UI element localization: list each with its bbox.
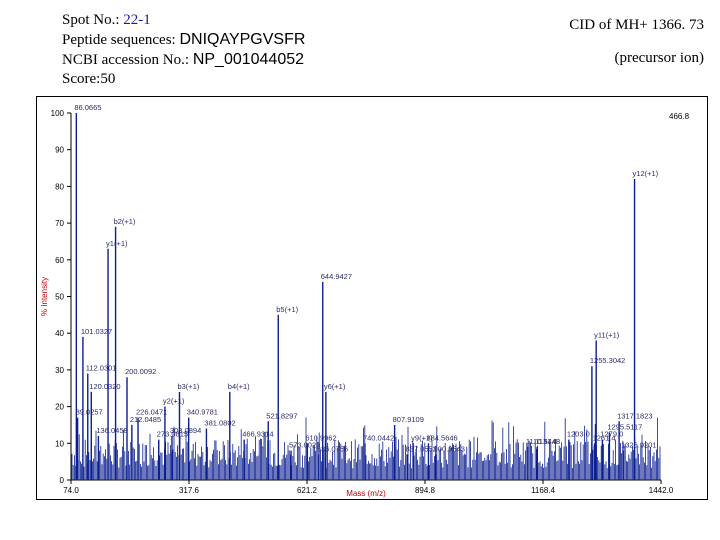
x-tick-label: 894.8 xyxy=(415,486,436,495)
ncbi-line: NCBI accession No.: NP_001044052 xyxy=(62,50,305,70)
peak-label: 340.9781 xyxy=(187,408,218,417)
x-tick-label: 1442.0 xyxy=(649,486,674,495)
y-tick-label: 40 xyxy=(55,329,64,338)
ncbi-value: NP_001044052 xyxy=(192,51,305,68)
header-info: Spot No.: 22-1 Peptide sequences: DNIQAY… xyxy=(62,11,305,89)
y-tick-label: 20 xyxy=(55,403,64,412)
spot-label: Spot No.: xyxy=(62,12,120,28)
peak-label: y1(+1) xyxy=(106,239,128,248)
y-tick-label: 100 xyxy=(51,109,65,118)
peak-label: b4(+1) xyxy=(228,382,250,391)
peak-label: 1279.0 xyxy=(600,430,623,439)
peak-label: 610.9962 xyxy=(305,433,336,442)
spot-value: 22-1 xyxy=(123,12,151,28)
y-tick-label: 70 xyxy=(55,219,64,228)
peak-label: 381.0802 xyxy=(204,419,235,428)
peak-label: 212.0485 xyxy=(130,415,161,424)
score-line: Score:50 xyxy=(62,71,116,87)
noise-baseline xyxy=(71,417,661,480)
peak-label: 89.0257 xyxy=(76,408,103,417)
peptide-value: DNIQAYPGVSFR xyxy=(179,31,306,48)
peak-label: 1326.9201 xyxy=(621,441,656,450)
y-tick-label: 30 xyxy=(55,366,64,375)
peak-label: 636.0756 xyxy=(317,444,348,453)
y-tick-label: 10 xyxy=(55,439,64,448)
y-tick-label: 0 xyxy=(60,476,65,485)
peak-label: y12(+1) xyxy=(633,169,659,178)
y-tick-label: 60 xyxy=(55,256,64,265)
y-tick-label: 90 xyxy=(55,146,64,155)
peak-label: 807.9109 xyxy=(393,415,424,424)
peak-label: b3(+1) xyxy=(177,382,199,391)
peak-label: b5(+1) xyxy=(276,305,298,314)
peak-label: 644.9427 xyxy=(321,272,352,281)
peak-label: 740.0442 xyxy=(363,433,394,442)
peak-label: 1110.5448 xyxy=(526,437,560,446)
peptide-label: Peptide sequences: xyxy=(62,32,176,48)
ncbi-label: NCBI accession No.: xyxy=(62,52,190,68)
peak-label: 521.8297 xyxy=(266,411,297,420)
peak-label: 273.0815 xyxy=(157,430,188,439)
peak-label: 573.0029 xyxy=(289,441,320,450)
peak-label: 226.0471 xyxy=(136,408,167,417)
y-tick-label: 50 xyxy=(55,293,64,302)
peak-label: 101.0327 xyxy=(81,327,112,336)
peak-label: 1203.0 xyxy=(567,430,590,439)
peak-label: 200.0092 xyxy=(125,367,156,376)
peak-label: 884.5646 xyxy=(426,433,457,442)
peak-label: y11(+1) xyxy=(594,331,620,340)
peak-label: 303.0894 xyxy=(170,426,201,435)
peak-label: y6(+1) xyxy=(324,382,346,391)
precursor-text: (precursor ion) xyxy=(614,50,704,66)
peak-label: 837.0552 xyxy=(405,444,436,453)
peak-label: b2(+1) xyxy=(114,217,136,226)
peak-label: 136.0458 xyxy=(96,426,127,435)
peak-label: y2(+1) xyxy=(163,397,185,406)
peak-label: y9(+1) xyxy=(411,433,433,442)
x-tick-label: 317.6 xyxy=(179,486,200,495)
peak-label: 1261.4 xyxy=(593,433,616,442)
peptide-line: Peptide sequences: DNIQAYPGVSFR xyxy=(62,30,305,50)
x-tick-label: 621.2 xyxy=(297,486,318,495)
spectrum-svg: 0 10 20 30 40 50 60 70 80 90 100 74.0 317.6 621.2 894.… xyxy=(40,103,690,498)
spot-line: Spot No.: 22-1 xyxy=(62,11,305,30)
y-tick-label: 80 xyxy=(55,182,64,191)
peak-label: 1255.3042 xyxy=(590,356,625,365)
x-tick-label: 74.0 xyxy=(63,486,79,495)
peak-label: 112.0301 xyxy=(86,364,117,373)
peak-label: 1131.0 xyxy=(535,437,557,446)
max-intensity-label: 466.8 xyxy=(669,112,690,121)
peak-label: 900.9543 xyxy=(434,444,465,453)
x-axis-title: Mass (m/z) xyxy=(346,489,386,498)
peak-label: 466.9314 xyxy=(242,430,273,439)
y-axis-title: % Intensity xyxy=(40,277,49,316)
peak-label: 120.0320 xyxy=(89,382,120,391)
peak-label: 1295.5117 xyxy=(607,422,642,431)
cid-text: CID of MH+ 1366. 73 xyxy=(569,17,704,33)
peak-label: 86.0665 xyxy=(74,103,101,112)
spectrum-chart: 0 10 20 30 40 50 60 70 80 90 100 74.0 317.6 621.2 894.… xyxy=(36,96,708,500)
x-tick-label: 1168.4 xyxy=(531,486,555,495)
